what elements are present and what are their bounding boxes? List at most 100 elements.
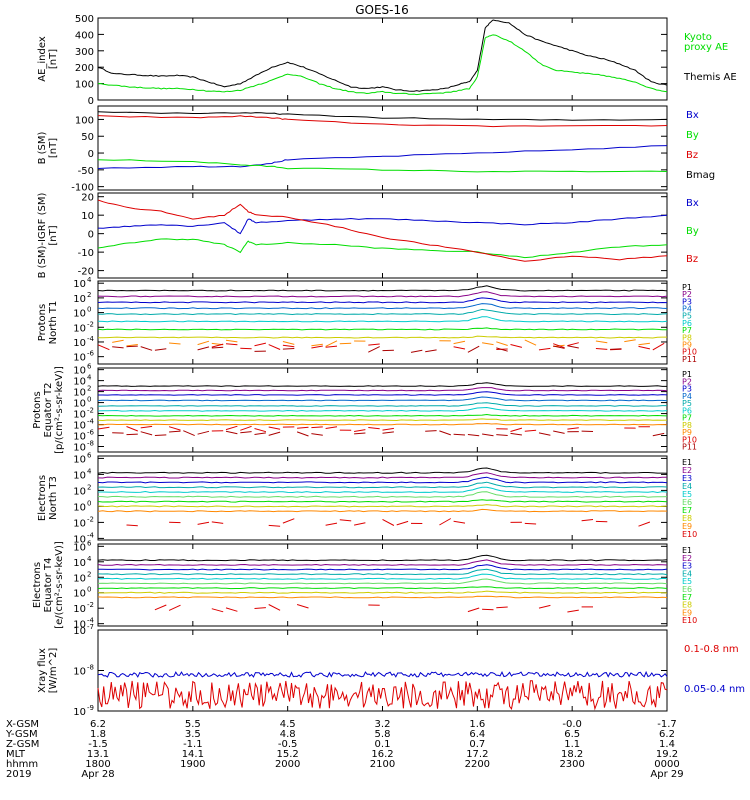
channel-segment-p11: [169, 430, 181, 433]
y-tick-label: 10: [73, 534, 86, 545]
x-axis-row-mlt: MLT 13.1 14.1 15.2 16.2 17.2 18.2 19.2: [6, 749, 678, 760]
channel-segment-p10: [325, 426, 338, 429]
y-tick-label-exponent: 2: [87, 291, 91, 299]
y-tick-label: 10: [73, 338, 86, 349]
channel-segment-p9: [311, 343, 323, 347]
y-tick-label: 10: [73, 604, 86, 615]
channel-segment-p10: [510, 344, 523, 348]
legend-by: By: [686, 226, 699, 237]
channel-segment-e10: [339, 519, 352, 522]
y-tick-label: 10: [73, 518, 86, 529]
y-tick-label-exponent: 0: [87, 586, 91, 594]
channel-segment-p9: [339, 342, 352, 345]
channel-segment-p10: [282, 344, 295, 348]
y-axis-label: [nT]: [48, 225, 59, 245]
y-tick-label-exponent: -4: [87, 335, 95, 343]
y-tick-label: -100: [71, 183, 94, 194]
channel-segment-p10: [211, 343, 224, 348]
channel-line-e6: [97, 578, 668, 585]
legend-p1: P1: [682, 370, 692, 379]
legend-p7: P7: [682, 414, 692, 423]
series-line-bmag: [97, 111, 668, 121]
y-tick-label-exponent: 4: [87, 555, 92, 563]
legend-e3: E3: [682, 562, 692, 571]
y-tick-label: -20: [78, 267, 94, 278]
panel-frame: [97, 455, 668, 541]
channel-segment-p10: [368, 343, 380, 346]
channel-segment-p11: [538, 432, 551, 436]
channel-segment-p9: [325, 340, 338, 347]
y-tick-label: 100: [75, 80, 94, 91]
y-tick-label-exponent: 4: [87, 374, 92, 382]
legend-e1: E1: [682, 458, 692, 467]
channel-segment-p9: [524, 339, 537, 346]
x-axis-row-value: 1.6: [469, 719, 485, 730]
x-axis-row-value: 1800: [85, 759, 110, 770]
x-axis-row-value: 1.4: [659, 739, 675, 750]
channel-segment-p10: [567, 342, 579, 347]
y-tick-label-exponent: -8: [87, 440, 94, 448]
channel-line-e8: [97, 590, 668, 594]
y-tick-label: 10: [73, 432, 86, 443]
channel-segment-e10: [482, 608, 494, 611]
legend-xray-short: 0.05-0.4 nm: [684, 684, 745, 695]
channel-line-e9: [97, 508, 668, 513]
channel-segment-e10: [197, 521, 210, 525]
channel-segment-p11: [140, 431, 153, 436]
y-tick-label-exponent: -7: [87, 623, 94, 631]
channel-segment-p10: [652, 342, 665, 351]
x-axis-row-label: Z-GSM: [6, 739, 39, 750]
legend-bz: Bz: [686, 150, 698, 161]
channel-segment-p11: [311, 433, 323, 436]
y-tick-label: -10: [78, 248, 94, 259]
legend-e5: E5: [682, 577, 692, 586]
series-line-bx: [97, 145, 668, 169]
channel-line-e4: [97, 568, 668, 576]
channel-segment-e10: [524, 522, 537, 525]
channel-line-p3: [98, 391, 668, 396]
channel-segment-p11: [296, 431, 309, 437]
channel-line-p6: [97, 406, 668, 412]
y-tick-label: 10: [73, 421, 86, 432]
y-tick-label-exponent: 6: [87, 363, 92, 371]
x-axis-row-value: 3.2: [375, 719, 391, 730]
legend-p1: P1: [682, 283, 692, 292]
legend-proxy-ae: proxy AE: [684, 42, 728, 53]
y-tick-label-exponent: -6: [87, 429, 95, 437]
x-axis-row-value: Apr 28: [81, 769, 114, 780]
channel-segment-p11: [240, 431, 252, 434]
channel-segment-p11: [496, 434, 508, 436]
y-tick-label: 10: [73, 667, 86, 678]
y-tick-label: 10: [73, 366, 86, 377]
legend-themis-ae: Themis AE: [683, 72, 737, 83]
y-tick-label: 20: [81, 193, 94, 204]
channel-segment-p11: [211, 346, 224, 349]
legend-e3: E3: [682, 474, 692, 483]
legend-p6: P6: [682, 406, 692, 415]
channel-segment-e10: [225, 607, 238, 612]
channel-line-p9: [98, 422, 668, 426]
x-axis-row-value: 2100: [370, 759, 395, 770]
channel-segment-p11: [510, 432, 522, 436]
channel-segment-p11: [354, 432, 366, 435]
channel-segment-p11: [496, 347, 508, 352]
x-axis-row-value: 2200: [465, 759, 490, 770]
legend-e2: E2: [682, 554, 692, 563]
channel-segment-p11: [112, 346, 124, 349]
legend-bmag: Bmag: [686, 170, 715, 181]
panel-frame: [97, 280, 668, 365]
channel-line-e2: [97, 472, 667, 479]
channel-line-p8: [97, 418, 668, 422]
channel-segment-e10: [581, 519, 594, 522]
y-tick-label: 10: [73, 502, 86, 513]
y-tick-label: 300: [75, 47, 94, 58]
y-tick-label-exponent: -8: [87, 664, 94, 672]
channel-segment-e10: [496, 606, 508, 609]
y-axis-label: [W/m^2]: [48, 648, 59, 694]
series-line-bx: [97, 214, 668, 235]
channel-segment-p10: [268, 344, 281, 350]
y-axis-label: North T3: [48, 476, 59, 520]
